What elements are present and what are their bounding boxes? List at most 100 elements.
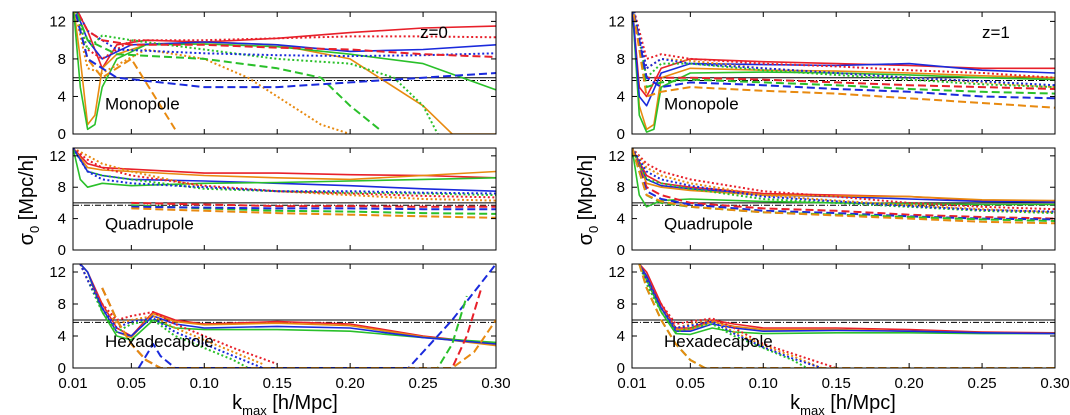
series-line-orange-solid	[73, 148, 496, 181]
series-line-orange-dashed	[632, 148, 1055, 225]
y-tick-label: 8	[617, 51, 625, 68]
series-line-green-dotted	[79, 264, 249, 368]
x-tick-label: 0.25	[408, 375, 437, 392]
x-tick-label: 0.30	[1040, 375, 1069, 392]
y-axis-title: σ0 [Mpc/h]	[16, 155, 42, 246]
series-line-red-dotted	[74, 12, 496, 60]
panel-label: Quadrupole	[664, 215, 753, 234]
y-tick-label: 8	[58, 296, 66, 313]
x-tick-label: 0.15	[822, 375, 851, 392]
panel-label: Monopole	[105, 95, 180, 114]
series-line-orange-dashed	[632, 12, 1055, 109]
panel-frame	[72, 263, 497, 369]
series-line-red-dashed	[101, 287, 483, 368]
panel-frame	[72, 147, 497, 251]
series-line-red-dotted	[638, 264, 837, 368]
chart-0: 0 4 8 12 Monopole 0 4 8 12 Quadrupole 0 4 8 12 0.01 0.0…	[16, 11, 511, 415]
y-tick-label: 4	[58, 211, 66, 228]
series-line-blue-dotted	[633, 12, 1055, 87]
series-line-red-dashed	[131, 201, 496, 208]
y-tick-label: 12	[608, 264, 625, 281]
y-tick-label: 0	[617, 126, 625, 143]
series-line-red-solid	[632, 148, 1055, 203]
y-tick-label: 0	[617, 360, 625, 377]
series-line-blue-dashed	[632, 148, 1055, 221]
panel-frame	[631, 11, 1056, 135]
series-line-orange-solid	[632, 12, 1055, 131]
redshift-annotation: z=1	[982, 23, 1010, 42]
x-tick-label: 0.20	[336, 375, 365, 392]
series-line-blue-dotted	[73, 148, 496, 195]
series-line-orange-dotted	[74, 12, 351, 134]
x-tick-label: 0.10	[749, 375, 778, 392]
y-tick-label: 8	[58, 179, 66, 196]
series-line-green-dotted	[632, 12, 1055, 89]
series-line-orange-dashed	[101, 287, 496, 368]
series-line-blue-solid	[632, 12, 1055, 107]
panel-label: Quadrupole	[105, 215, 194, 234]
series-line-red-dashed	[632, 148, 1055, 220]
x-tick-label: 0.20	[895, 375, 924, 392]
series-line-green-dashed	[75, 12, 380, 131]
series-line-green-dotted	[638, 264, 808, 368]
x-tick-label: 0.05	[117, 375, 146, 392]
series-line-blue-dashed	[632, 12, 1055, 100]
x-tick-label: 0.15	[263, 375, 292, 392]
panel-monopole: 0 4 8 12 Monopole	[49, 11, 497, 143]
series-line-blue-solid	[79, 264, 496, 345]
series-line-green-dotted	[74, 12, 439, 134]
series-line-orange-dotted	[632, 148, 1055, 214]
series-line-orange-dashed	[131, 207, 496, 219]
series-line-blue-dashed	[74, 12, 496, 89]
series-line-green-dashed	[101, 287, 468, 368]
series-line-red-dotted	[633, 12, 1055, 79]
x-tick-label: 0.30	[481, 375, 510, 392]
y-tick-label: 12	[49, 148, 66, 165]
x-tick-label: 0.25	[967, 375, 996, 392]
y-tick-label: 4	[617, 88, 625, 105]
x-tick-label: 0.05	[676, 375, 705, 392]
series-line-blue-solid	[632, 148, 1055, 203]
series-line-blue-dotted	[79, 264, 263, 368]
series-line-orange-dashed	[638, 264, 1055, 368]
series-line-red-solid	[79, 264, 496, 345]
y-tick-label: 12	[49, 264, 66, 281]
panel-frame	[72, 11, 497, 135]
x-tick-label: 0.01	[58, 375, 87, 392]
series-line-green-solid	[79, 264, 496, 344]
series-line-green-dashed	[632, 12, 1055, 95]
series-line-red-solid	[73, 148, 496, 179]
panel-label: Monopole	[664, 95, 739, 114]
x-tick-label: 0.01	[617, 375, 646, 392]
y-tick-label: 8	[617, 296, 625, 313]
series-line-green-dotted	[73, 148, 496, 197]
series-line-green-solid	[632, 148, 1055, 208]
series-line-green-dashed	[638, 264, 1055, 368]
y-tick-label: 8	[58, 51, 66, 68]
y-tick-label: 12	[49, 13, 66, 30]
y-tick-label: 0	[58, 126, 66, 143]
y-tick-label: 0	[617, 242, 625, 259]
series-line-orange-solid	[632, 148, 1055, 202]
y-tick-label: 4	[617, 328, 625, 345]
series-line-red-dashed	[632, 12, 1055, 90]
series-line-red-dotted	[73, 148, 496, 199]
panel-hexadecapole: 0 4 8 12 0.01 0.05 0.10 0.15 0.20 0.25 0.30 Hexadec…	[49, 263, 511, 392]
series-line-blue-dotted	[638, 264, 822, 368]
series-line-blue-dashed	[131, 205, 496, 211]
y-tick-label: 8	[617, 179, 625, 196]
x-axis-title: kmax [h/Mpc]	[790, 392, 896, 415]
series-line-blue-solid	[638, 264, 1055, 335]
series-line-blue-dotted	[632, 148, 1055, 213]
series-line-green-solid	[73, 148, 496, 188]
panel-label: Hexadecapole	[664, 332, 773, 351]
y-tick-label: 4	[58, 88, 66, 105]
y-tick-label: 0	[58, 242, 66, 259]
x-axis-title: kmax [h/Mpc]	[232, 392, 338, 415]
y-tick-label: 4	[617, 211, 625, 228]
panel-frame	[631, 263, 1056, 369]
panel-frame	[631, 147, 1056, 251]
panel-quadrupole: 0 4 8 12 Quadrupole	[608, 147, 1056, 259]
x-tick-label: 0.10	[190, 375, 219, 392]
